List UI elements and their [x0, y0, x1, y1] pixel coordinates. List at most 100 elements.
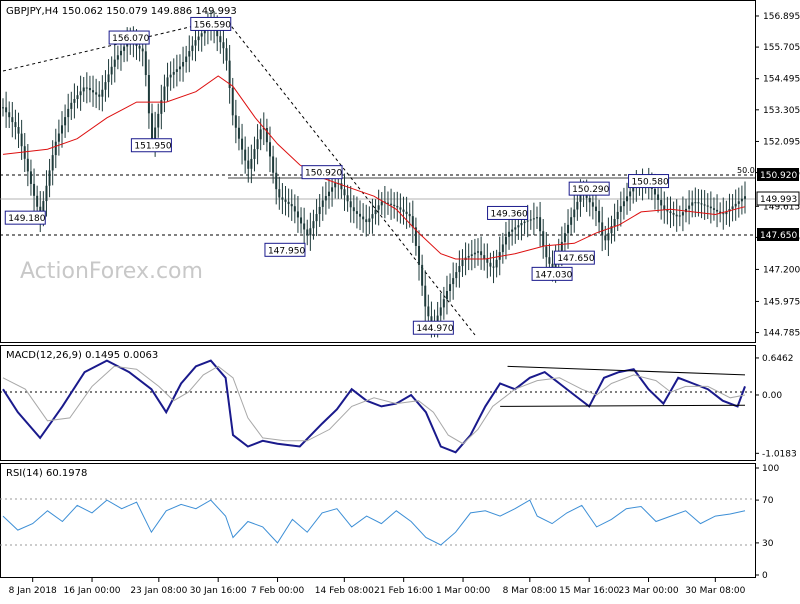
candle-body: [706, 205, 709, 207]
candle-body: [73, 99, 76, 103]
candle-body: [85, 87, 88, 89]
candle-body: [20, 133, 23, 147]
candle-body: [632, 186, 635, 192]
candle-body: [672, 213, 675, 215]
candle-body: [657, 194, 660, 200]
candle-body: [728, 208, 731, 212]
candle-body: [315, 214, 318, 222]
candle-body: [166, 77, 169, 87]
macd-tick-label: 0.00: [762, 391, 782, 401]
candle-body: [331, 187, 334, 192]
candle-body: [402, 209, 405, 212]
candle-body: [563, 233, 566, 242]
time-tick-label: 7 Feb 00:00: [251, 586, 305, 596]
candle-body: [669, 211, 672, 214]
candle-body: [144, 51, 147, 76]
candle-body: [691, 202, 694, 206]
candle-body: [154, 127, 157, 142]
candle-body: [573, 209, 576, 218]
candle-body: [588, 197, 591, 203]
candle-body: [508, 231, 511, 237]
time-tick-label: 15 Mar 16:00: [559, 586, 619, 596]
time-tick-label: 8 Jan 2018: [9, 586, 57, 596]
candle-body: [427, 306, 430, 317]
price-annotation-label: 144.970: [416, 324, 453, 334]
candle-body: [542, 231, 545, 247]
candle-body: [579, 194, 582, 202]
price-annotation-label: 150.290: [572, 185, 609, 195]
candle-body: [281, 197, 284, 200]
candle-body: [2, 107, 4, 109]
candle-body: [60, 125, 63, 134]
time-tick-label: 30 Jan 16:00: [190, 586, 247, 596]
candle-body: [88, 87, 91, 91]
candle-body: [359, 213, 362, 217]
candle-body: [411, 216, 414, 228]
time-tick-label: 8 Mar 08:00: [503, 586, 558, 596]
candle-body: [160, 100, 163, 114]
candle-body: [520, 223, 523, 226]
price-tick-label: 153.305: [763, 106, 800, 116]
candle-body: [514, 227, 517, 230]
macd-tick-label: 0.6462: [762, 354, 794, 364]
candle-body: [147, 75, 150, 114]
signal-line: [2, 365, 746, 445]
candle-body: [250, 158, 253, 169]
candle-body: [663, 205, 666, 210]
last-price-box: [756, 191, 800, 206]
candle-body: [241, 138, 244, 150]
candle-body: [731, 206, 734, 209]
time-tick-label: 21 Feb 16:00: [374, 586, 433, 596]
candle-body: [194, 40, 197, 46]
candle-body: [551, 263, 554, 269]
candle-body: [234, 115, 237, 128]
rsi-panel: [0, 463, 756, 578]
candle-body: [178, 66, 181, 70]
rsi-tick-label: 70: [762, 496, 774, 506]
candle-body: [287, 201, 290, 205]
candle-body: [296, 211, 299, 218]
time-tick-label: 23 Mar 00:00: [618, 586, 678, 596]
candle-body: [200, 33, 203, 37]
price-annotation-box: [628, 174, 670, 189]
candle-body: [567, 224, 570, 234]
macd-trendline: [500, 404, 746, 407]
rsi-tick-label: 0: [762, 571, 768, 581]
candle-body: [591, 202, 594, 207]
candle-body: [613, 219, 616, 227]
candle-body: [532, 218, 535, 220]
candle-body: [483, 255, 486, 259]
price-annotation-box: [487, 205, 529, 220]
candle-body: [14, 122, 17, 128]
candle-body: [222, 42, 225, 49]
macd-axis: 0.6462 0.00 -1.0183: [755, 354, 797, 459]
candle-body: [495, 259, 498, 268]
price-tick-label: 149.615: [763, 202, 800, 212]
candle-body: [247, 160, 250, 169]
candle-body: [327, 191, 330, 197]
candle-body: [123, 46, 126, 51]
candle-body: [393, 204, 396, 206]
candle-body: [151, 113, 154, 142]
candle-body: [29, 171, 32, 184]
candle-body: [517, 225, 520, 228]
candle-body: [95, 92, 98, 95]
candle-body: [259, 129, 262, 140]
candle-body: [486, 258, 489, 263]
price-annotation-label: 150.920: [305, 169, 342, 179]
candle-body: [414, 227, 417, 246]
candle-body: [430, 316, 433, 323]
price-annotation-label: 156.590: [194, 20, 231, 30]
price-annotation-label: 147.030: [535, 270, 572, 280]
candle-body: [504, 236, 507, 245]
candle-body: [740, 198, 743, 202]
candle-body: [424, 285, 427, 307]
candle-body: [489, 262, 492, 267]
candle-body: [119, 50, 122, 56]
rsi-tick-label: 100: [762, 464, 779, 474]
candle-body: [685, 208, 688, 213]
candle-body: [560, 241, 563, 251]
candle-body: [653, 189, 656, 195]
candle-body: [275, 172, 278, 190]
